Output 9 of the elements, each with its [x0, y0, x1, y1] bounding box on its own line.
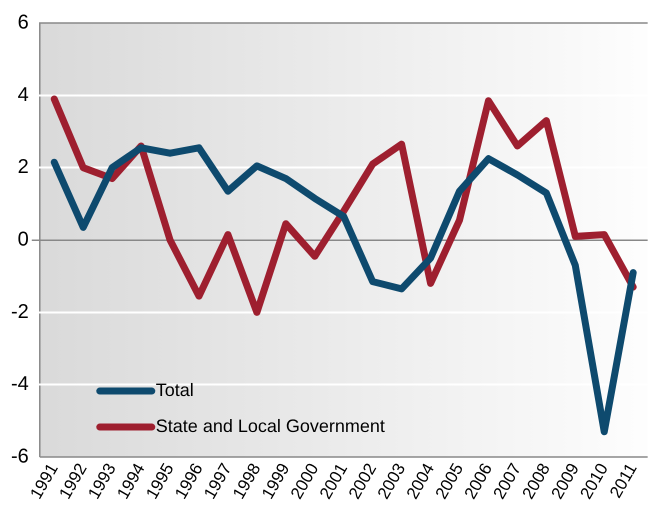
y-tick-label: -2	[10, 300, 29, 323]
legend-label: Total	[156, 380, 194, 400]
y-tick-label: 4	[18, 84, 29, 106]
y-tick-label: -4	[10, 373, 29, 396]
y-tick-label: 6	[18, 12, 29, 34]
legend-label: State and Local Government	[156, 416, 385, 436]
y-tick-label: -6	[10, 446, 29, 468]
y-tick-label: 2	[18, 156, 29, 178]
y-tick-label: 0	[18, 228, 29, 251]
